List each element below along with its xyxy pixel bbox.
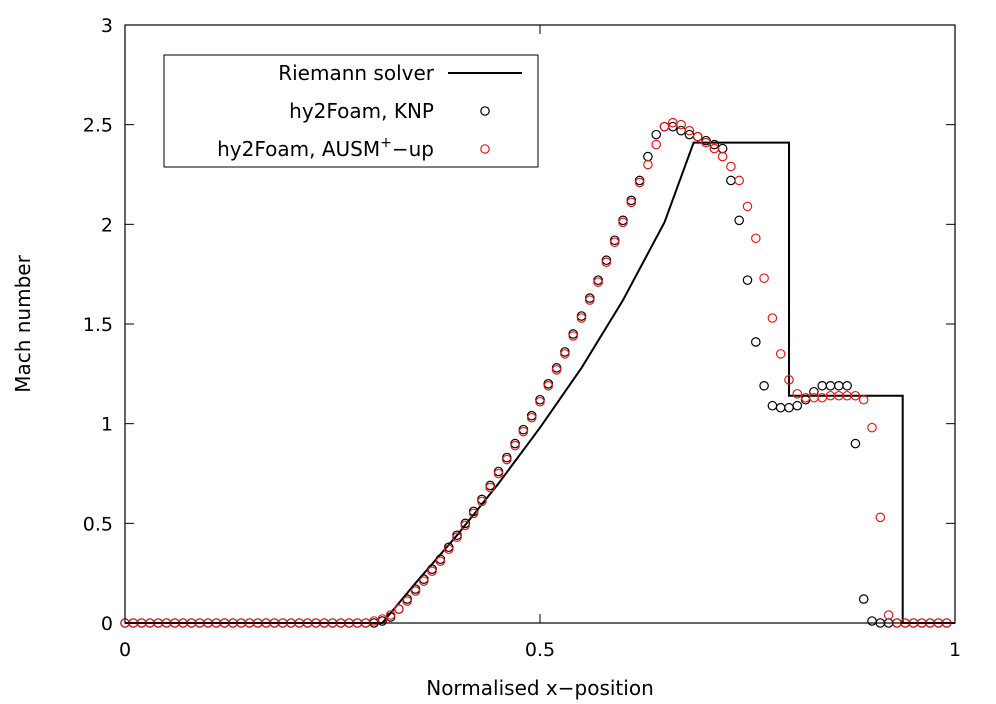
data-point-ausm (858, 394, 869, 405)
data-point-ausm (659, 121, 670, 132)
data-point-knp (809, 386, 819, 397)
data-point-ausm (775, 349, 786, 359)
y-tick-label: 1.5 (83, 314, 113, 336)
data-point-ausm (651, 139, 661, 150)
data-point-ausm (601, 257, 612, 268)
data-point-ausm (418, 576, 429, 586)
data-point-knp (759, 380, 769, 391)
x-tick-label: 0.5 (525, 639, 555, 661)
data-point-ausm (709, 143, 720, 154)
data-point-ausm (742, 201, 753, 212)
legend: Riemann solver hy2Foam, KNP hy2Foam, AUS… (163, 54, 539, 168)
data-point-ausm (427, 566, 437, 576)
y-tick-label: 0.5 (83, 513, 113, 535)
data-point-ausm (535, 396, 545, 407)
data-point-knp (651, 129, 661, 140)
data-point-ausm (468, 508, 479, 519)
data-point-ausm (634, 177, 645, 188)
y-axis-label: Mach number (11, 254, 35, 392)
data-point-ausm (626, 197, 637, 208)
data-point-ausm (759, 273, 769, 283)
y-tick-label: 1 (101, 414, 113, 436)
y-tick-label: 3 (101, 15, 113, 37)
x-axis-label: Normalised x−position (426, 676, 654, 700)
data-point-ausm (477, 496, 487, 507)
data-point-ausm (526, 412, 537, 423)
data-point-ausm (792, 388, 803, 399)
legend-label-riemann-solver: Riemann solver (278, 61, 435, 85)
axis-ticks: 0 0.5 1 0 0.5 1 1.5 2 2.5 3 (83, 15, 961, 661)
legend-symbol-ausm (480, 144, 490, 154)
data-point-ausm (701, 137, 711, 148)
data-point-ausm (460, 520, 471, 531)
data-point-ausm (767, 313, 778, 323)
data-point-ausm (717, 151, 728, 162)
data-point-ausm (692, 131, 703, 142)
data-point-knp (792, 400, 803, 411)
x-tick-label: 1 (949, 639, 961, 661)
data-point-ausm (452, 532, 462, 543)
data-point-ausm (784, 375, 794, 385)
data-point-ausm (576, 313, 587, 323)
data-point-knp (842, 380, 852, 391)
data-point-ausm (402, 596, 412, 606)
data-point-ausm (501, 454, 512, 465)
legend-symbol-knp (480, 106, 490, 116)
data-point-knp (850, 438, 861, 449)
data-point-ausm (385, 610, 396, 620)
data-point-ausm (551, 365, 562, 375)
data-point-ausm (643, 159, 653, 170)
y-tick-label: 0 (101, 613, 113, 635)
data-point-ausm (518, 426, 529, 437)
data-point-ausm (443, 544, 454, 555)
data-point-ausm (485, 482, 495, 493)
data-point-ausm (568, 331, 578, 341)
data-point-ausm (584, 295, 595, 305)
data-point-knp (858, 594, 869, 604)
legend-label-knp: hy2Foam, KNP (289, 99, 434, 123)
data-point-ausm (543, 380, 554, 391)
data-point-ausm (435, 556, 446, 567)
data-point-ausm (684, 125, 695, 136)
data-point-ausm (676, 119, 686, 130)
data-point-knp (742, 275, 753, 285)
data-point-ausm (510, 440, 520, 451)
data-point-ausm (618, 217, 628, 228)
data-point-ausm (750, 233, 761, 244)
data-point-ausm (867, 422, 877, 433)
data-point-knp (750, 337, 761, 347)
data-point-ausm (593, 277, 603, 287)
legend-label-ausm-main: hy2Foam, AUSM (217, 137, 380, 161)
x-tick-label: 0 (119, 639, 131, 661)
y-tick-label: 2.5 (83, 115, 113, 137)
data-point-ausm (875, 512, 886, 523)
legend-label-ausm-superscript: + (380, 135, 392, 151)
y-tick-label: 2 (101, 214, 113, 236)
data-point-ausm (493, 468, 504, 479)
data-point-knp (734, 215, 744, 226)
data-point-ausm (726, 161, 736, 172)
data-point-ausm (560, 349, 570, 359)
data-point-ausm (394, 604, 404, 614)
data-point-ausm (609, 237, 620, 248)
legend-label-knp-text: hy2Foam, KNP (289, 99, 434, 123)
legend-label-ausm-tail: −up (392, 137, 434, 161)
data-point-ausm (734, 175, 744, 186)
data-point-ausm (410, 586, 421, 596)
legend-label-ausm: hy2Foam, AUSM+−up (217, 135, 434, 161)
data-point-ausm (883, 610, 894, 620)
data-point-ausm (850, 390, 861, 401)
